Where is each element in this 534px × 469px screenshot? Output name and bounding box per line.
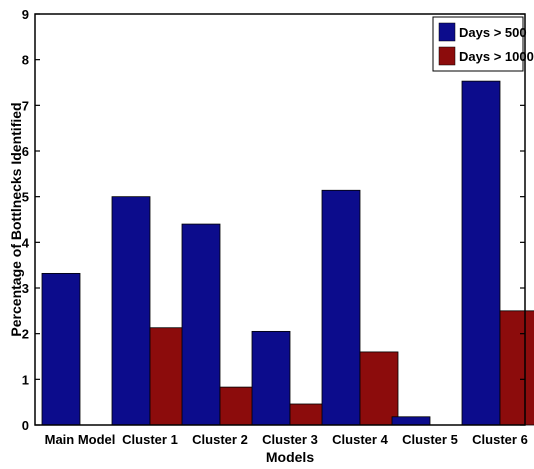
y-tick-label: 4: [22, 235, 30, 250]
x-tick-label: Cluster 5: [402, 432, 458, 447]
y-axis-title: Percentage of Bottlnecks Identified: [8, 102, 24, 336]
y-tick-label: 6: [22, 144, 29, 159]
bar-days-500-cluster-5: [391, 416, 431, 426]
x-tick-label: Cluster 1: [122, 432, 178, 447]
x-tick-label: Cluster 3: [262, 432, 318, 447]
y-axis: 0 1 2 3 4 5 6 7 8 9: [22, 7, 525, 433]
legend-label-days-1000: Days > 1000: [459, 49, 534, 64]
y-tick-label: 8: [22, 53, 29, 68]
y-tick-label: 3: [22, 281, 29, 296]
legend-swatch-days-1000: [438, 46, 456, 66]
legend-label-days-500: Days > 500: [459, 25, 527, 40]
bar-days-1000-cluster-6: [499, 310, 534, 426]
x-axis-title: Models: [266, 449, 314, 465]
legend: Days > 500 Days > 1000: [432, 16, 534, 72]
x-tick-label: Main Model: [45, 432, 116, 447]
bars-layer: [41, 80, 534, 426]
y-tick-label: 1: [22, 372, 29, 387]
x-tick-label: Cluster 2: [192, 432, 248, 447]
plot-frame: [34, 13, 526, 426]
y-tick-label: 9: [22, 7, 29, 22]
y-tick-label: 0: [22, 418, 29, 433]
bar-days-500-cluster-2: [181, 223, 221, 426]
bar-days-1000-cluster-4: [359, 351, 399, 426]
bar-days-500-cluster-6: [461, 80, 501, 426]
legend-swatch-days-500: [438, 22, 456, 42]
bar-days-500-cluster-3: [251, 330, 291, 426]
bar-days-500-cluster-4: [321, 189, 361, 426]
bar-days-500-main-model: [41, 272, 81, 426]
x-tick-label: Cluster 6: [472, 432, 528, 447]
y-tick-label: 5: [22, 190, 29, 205]
y-tick-label: 7: [22, 98, 29, 113]
x-tick-label: Cluster 4: [332, 432, 388, 447]
bar-days-500-cluster-1: [111, 196, 151, 426]
x-axis: Main Model Cluster 1 Cluster 2 Cluster 3 Clu…: [45, 432, 528, 447]
y-tick-label: 2: [22, 327, 29, 342]
